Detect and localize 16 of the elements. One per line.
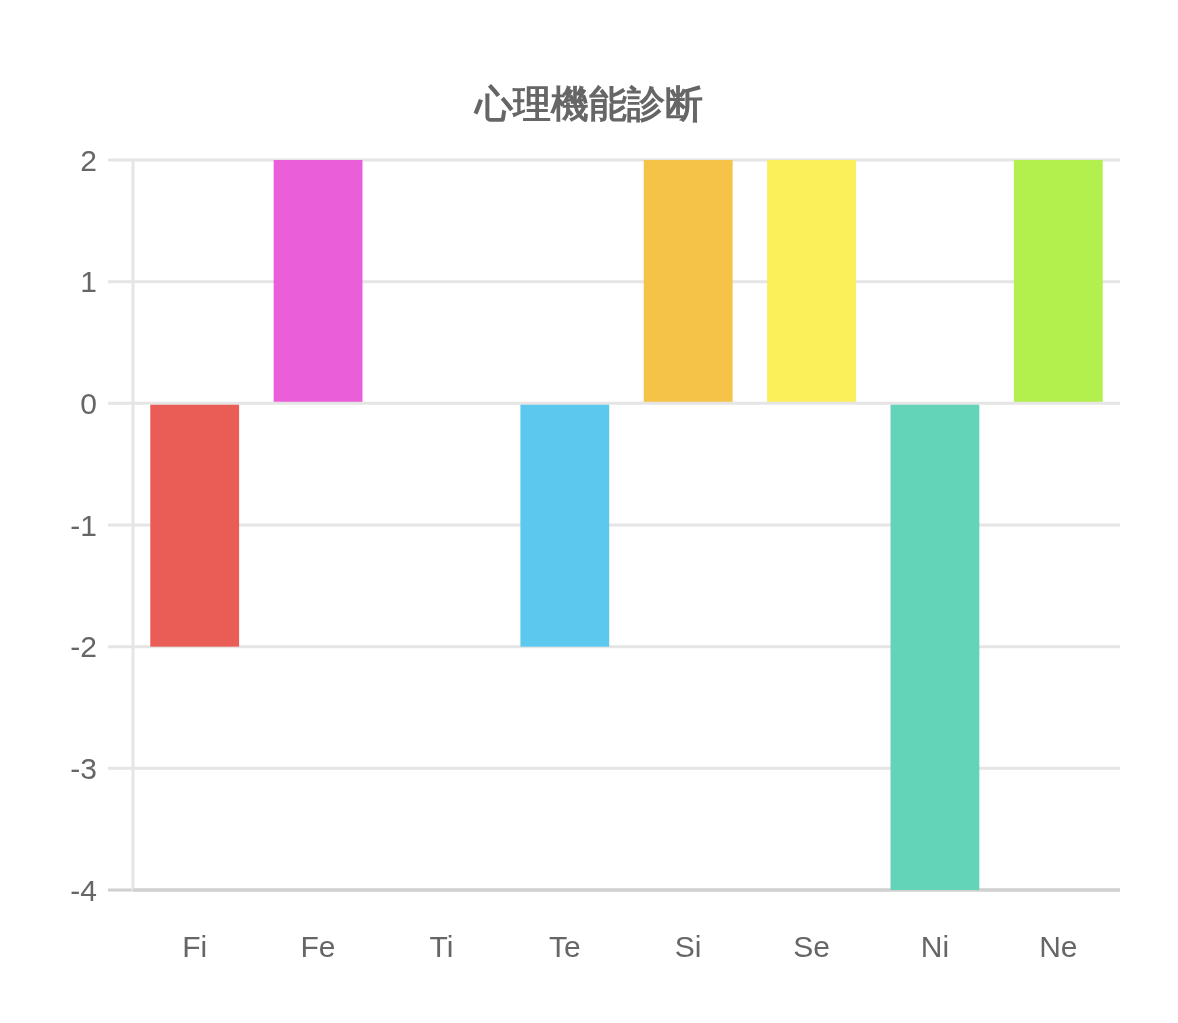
x-tick-label: Ti: [429, 930, 454, 963]
y-tick-label: 1: [80, 265, 97, 299]
y-tick-label: -1: [70, 508, 97, 542]
y-tick-label: -3: [70, 751, 97, 785]
x-tick-label: Si: [674, 930, 702, 963]
y-tick-label: -4: [70, 873, 97, 907]
x-tick-label: Te: [548, 930, 581, 963]
y-tick-label: 0: [80, 386, 97, 420]
y-tick-label: 2: [80, 143, 97, 177]
x-tick-label: Fi: [182, 930, 208, 963]
x-tick-label: Se: [793, 930, 830, 963]
y-tick-label: -2: [70, 630, 97, 664]
x-tick-label: Ne: [1039, 930, 1078, 963]
x-tick-label: Fe: [300, 930, 336, 963]
x-tick-label: Ni: [920, 930, 950, 963]
chart-title: 心理機能診断: [473, 83, 703, 125]
